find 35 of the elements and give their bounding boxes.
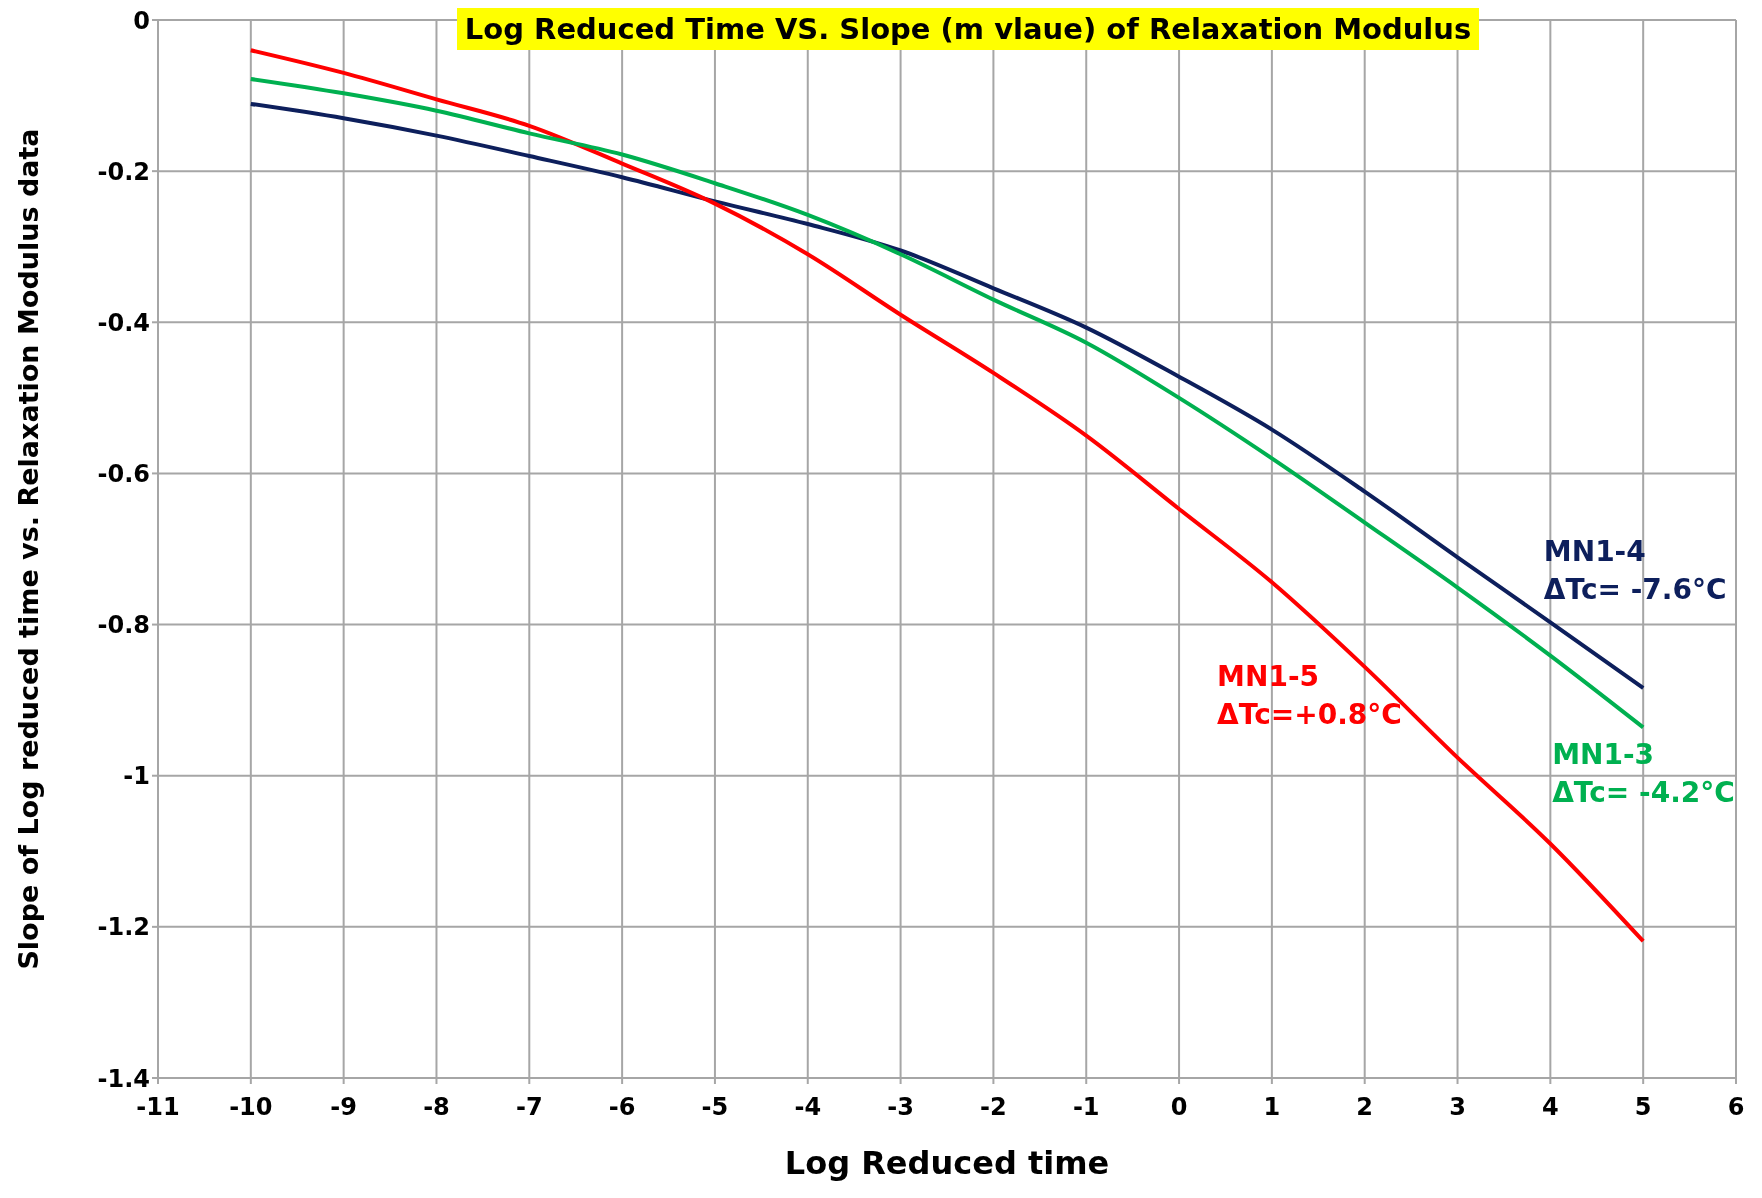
- y-tick-label: -0.2: [97, 157, 150, 186]
- x-tick-label: -2: [980, 1093, 1007, 1122]
- x-tick-label: -6: [608, 1093, 636, 1122]
- x-tick-label: 1: [1263, 1093, 1281, 1122]
- x-tick-label: 2: [1356, 1093, 1374, 1122]
- series-label: MN1-3: [1552, 738, 1655, 772]
- y-axis-title: Slope of Log reduced time vs. Relaxation Modulus data: [12, 128, 44, 970]
- x-tick-label: -11: [136, 1093, 180, 1122]
- x-tick-label: -4: [794, 1093, 822, 1122]
- x-tick-label: 5: [1634, 1093, 1652, 1122]
- x-axis-title: Log Reduced time: [784, 1144, 1110, 1182]
- y-tick-label: -0.6: [97, 459, 150, 488]
- annotation: ΔTc= -7.6°C: [1543, 572, 1727, 606]
- x-tick-label: -10: [229, 1093, 273, 1122]
- series-label: MN1-4: [1543, 534, 1646, 568]
- y-tick-label: -1.2: [97, 913, 150, 942]
- x-tick-label: -3: [887, 1093, 914, 1122]
- x-tick-label: 0: [1170, 1093, 1188, 1122]
- x-tick-label: -1: [1072, 1093, 1100, 1122]
- chart-title: Log Reduced Time VS. Slope (m vlaue) of Relaxation Modulus: [456, 8, 1480, 50]
- series-label: MN1-5: [1217, 659, 1320, 693]
- x-tick-label: -7: [515, 1093, 543, 1122]
- y-tick-label: -1: [123, 762, 150, 791]
- x-tick-label: -5: [701, 1093, 729, 1122]
- x-tick-label: 4: [1542, 1093, 1559, 1122]
- annotation: ΔTc= -4.2°C: [1552, 776, 1735, 810]
- x-tick-label: -8: [423, 1093, 450, 1122]
- annotation: ΔTc=+0.8°C: [1217, 697, 1402, 731]
- y-tick-label: 0: [133, 6, 150, 35]
- y-tick-label: -1.4: [97, 1064, 150, 1093]
- x-tick-label: 6: [1727, 1093, 1745, 1122]
- x-tick-label: -9: [330, 1093, 357, 1122]
- x-tick-label: 3: [1449, 1093, 1466, 1122]
- y-tick-label: -0.4: [97, 308, 150, 337]
- y-tick-label: -0.8: [97, 611, 150, 640]
